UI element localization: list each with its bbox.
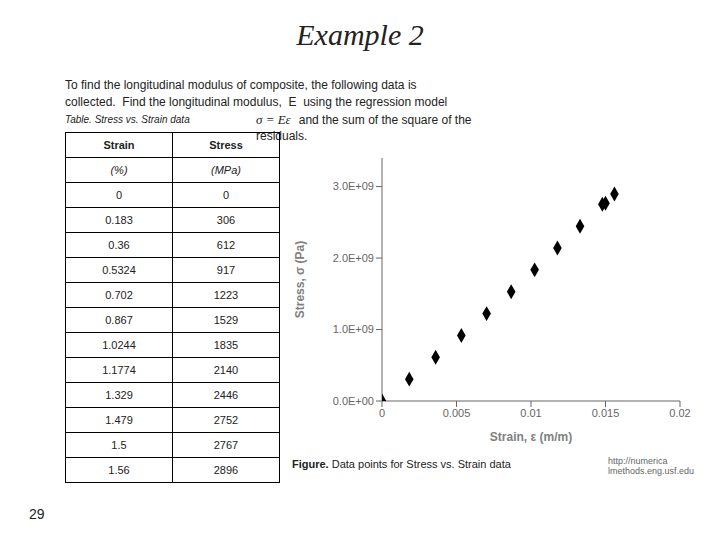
html-text:http://numerica: http://numerica (608, 456, 668, 466)
html-text:0.867: 0.867 (105, 314, 133, 326)
html-text:Stress: Stress (209, 139, 243, 151)
html-text:residuals.: residuals. (256, 129, 308, 143)
html-text:29: 29 (29, 506, 45, 522)
html-text:0.702: 0.702 (105, 289, 133, 301)
html-text:2767: 2767 (213, 439, 239, 451)
html-text:1.56: 1.56 (108, 464, 130, 476)
html-text:1.1774: 1.1774 (102, 364, 136, 376)
svg-text:0.01: 0.01 (520, 407, 541, 419)
html-text:Strain: Strain (103, 139, 135, 151)
html-text:0.5324: 0.5324 (102, 264, 136, 276)
html-text:0: 0 (222, 189, 230, 201)
html-text:1223: 1223 (213, 289, 239, 301)
html-text:2446: 2446 (213, 389, 239, 401)
html-text:Example 2: Example 2 (296, 18, 424, 51)
html-text:Figure. Data points for Stress: Figure. Data points for Stress vs. Strai… (292, 458, 511, 470)
svg-text:3.0E+09: 3.0E+09 (333, 180, 374, 192)
html-text:1835: 1835 (213, 339, 239, 351)
svg-text:Strain, ε (m/m): Strain, ε (m/m) (490, 430, 572, 444)
svg-text:Stress, σ (Pa): Stress, σ (Pa) (293, 241, 307, 319)
svg-text:0.0E+00: 0.0E+00 (333, 395, 374, 407)
svg-text:0.02: 0.02 (669, 407, 690, 419)
html-text:0: 0 (115, 189, 123, 201)
html-text:(MPa): (MPa) (211, 164, 241, 176)
html-text:1.329: 1.329 (105, 389, 133, 401)
html-text:0.183: 0.183 (105, 214, 133, 226)
html-text:2896: 2896 (213, 464, 239, 476)
svg-text:2.0E+09: 2.0E+09 (333, 252, 374, 264)
html-text:2752: 2752 (213, 414, 239, 426)
html-text:and the sum of the square of t: and the sum of the square of the (298, 113, 472, 127)
html-text:σ = Eε: σ = Eε (256, 112, 291, 127)
svg-text:0.015: 0.015 (592, 407, 620, 419)
html-text:612: 612 (216, 239, 236, 251)
html-text:1.5: 1.5 (111, 439, 127, 451)
html-text:lmethods.eng.usf.edu: lmethods.eng.usf.edu (608, 466, 695, 476)
svg-text:0.005: 0.005 (443, 407, 471, 419)
html-text:Table. Stress vs. Strain data: Table. Stress vs. Strain data (65, 114, 190, 125)
html-text:To find the longitudinal modul: To find the longitudinal modulus of comp… (65, 78, 417, 92)
html-text:2140: 2140 (213, 364, 239, 376)
html-text:0.36: 0.36 (108, 239, 130, 251)
svg-text:1.0E+09: 1.0E+09 (333, 323, 374, 335)
html-text:917: 917 (216, 264, 236, 276)
html-text:collected. Find the longitudin: collected. Find the longitudinal modulus… (65, 95, 448, 109)
html-text:1.0244: 1.0244 (102, 339, 136, 351)
html-text:1529: 1529 (213, 314, 239, 326)
svg-text:0: 0 (379, 407, 385, 419)
html-text:1.479: 1.479 (105, 414, 133, 426)
html-text:306: 306 (216, 214, 236, 226)
